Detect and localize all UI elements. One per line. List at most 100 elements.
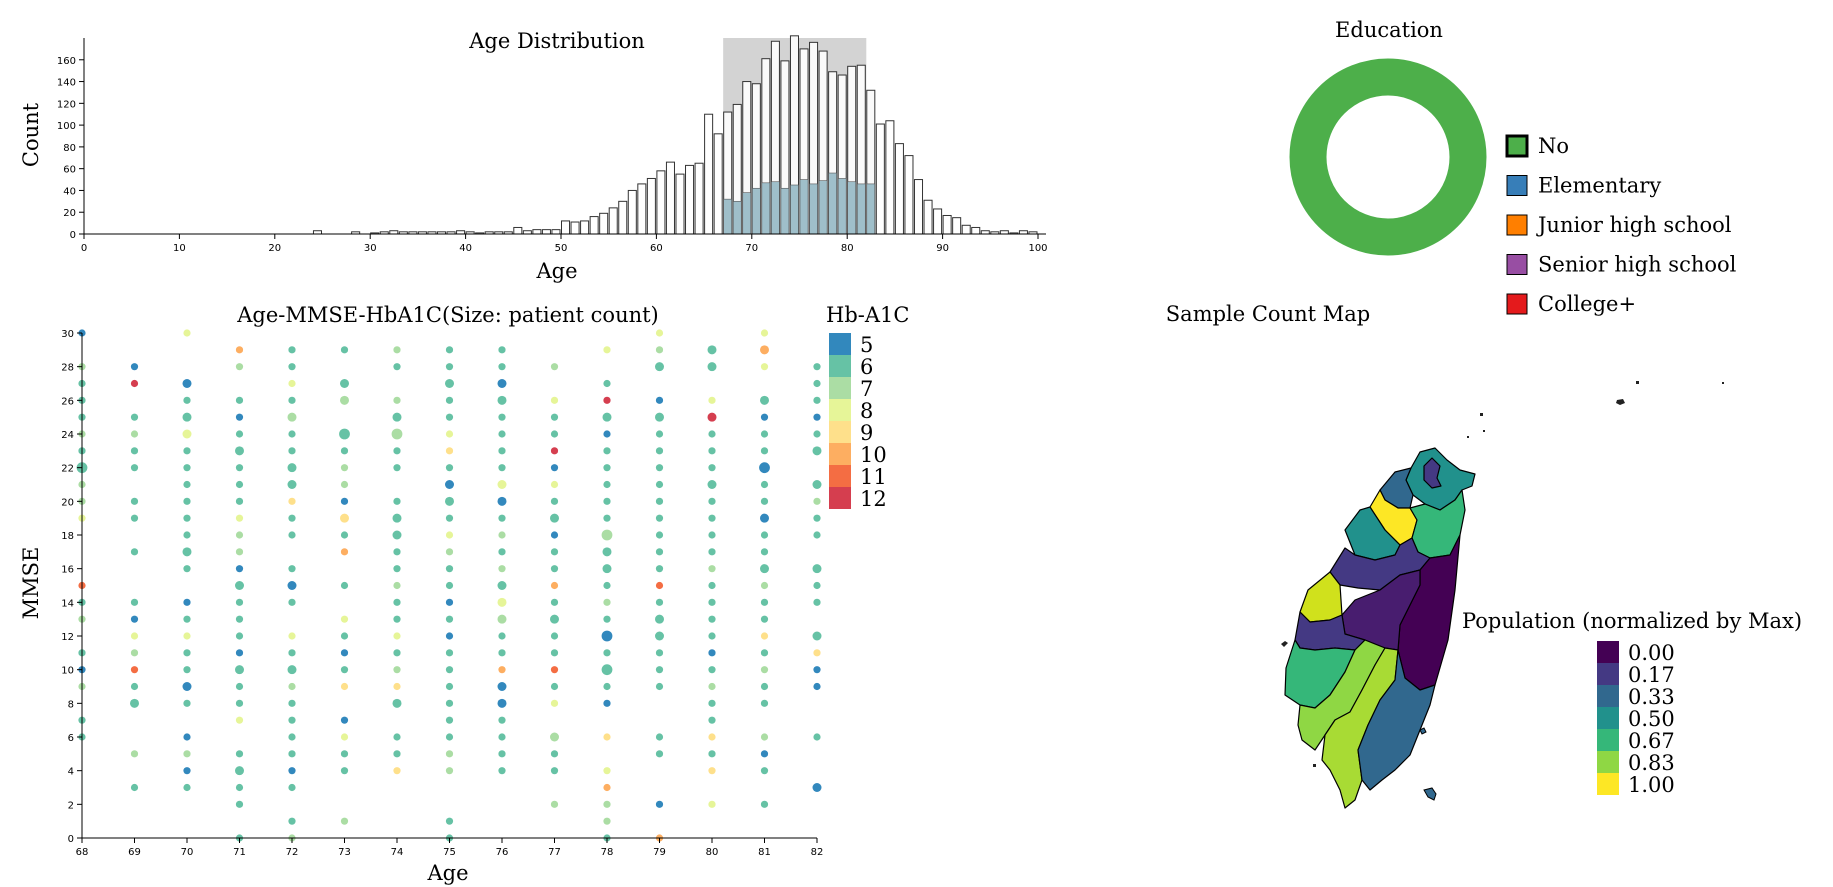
scatter-point[interactable] <box>235 716 244 724</box>
scatter-point[interactable] <box>287 412 297 422</box>
scatter-point[interactable] <box>602 547 612 557</box>
scatter-point[interactable] <box>760 395 769 405</box>
scatter-point[interactable] <box>183 632 191 640</box>
scatter-point[interactable] <box>445 514 454 522</box>
scatter-point[interactable] <box>183 649 191 657</box>
scatter-point[interactable] <box>498 514 506 522</box>
scatter-point[interactable] <box>340 379 349 388</box>
scatter-point[interactable] <box>603 447 611 455</box>
scatter-point[interactable] <box>498 733 506 741</box>
scatter-point[interactable] <box>603 699 611 707</box>
region-changhua[interactable] <box>1299 571 1343 623</box>
scatter-point[interactable] <box>288 817 296 825</box>
scatter-point[interactable] <box>393 666 401 674</box>
scatter-point[interactable] <box>760 548 769 556</box>
scatter-point[interactable] <box>235 480 244 489</box>
scatter-point[interactable] <box>340 767 349 775</box>
scatter-point[interactable] <box>235 363 244 371</box>
scatter-point[interactable] <box>603 817 611 825</box>
scatter-point[interactable] <box>760 767 769 775</box>
scatter-point[interactable] <box>708 750 716 758</box>
scatter-point[interactable] <box>708 682 716 691</box>
scatter-point[interactable] <box>760 480 769 489</box>
scatter-point[interactable] <box>392 530 402 540</box>
scatter-point[interactable] <box>708 396 716 404</box>
scatter-point[interactable] <box>183 783 191 792</box>
scatter-point[interactable] <box>813 733 821 741</box>
scatter-point[interactable] <box>708 430 716 438</box>
scatter-point[interactable] <box>655 565 664 573</box>
scatter-point[interactable] <box>498 430 506 438</box>
scatter-point[interactable] <box>288 632 296 640</box>
scatter-point[interactable] <box>550 666 559 674</box>
scatter-point[interactable] <box>288 379 296 388</box>
scatter-point[interactable] <box>550 767 559 775</box>
scatter-point[interactable] <box>655 649 664 657</box>
scatter-point[interactable] <box>235 665 244 675</box>
scatter-point[interactable] <box>340 817 349 825</box>
scatter-point[interactable] <box>445 733 454 741</box>
scatter-point[interactable] <box>603 598 611 606</box>
scatter-point[interactable] <box>445 548 454 556</box>
scatter-point[interactable] <box>445 699 454 707</box>
donut-slice-no[interactable] <box>1289 58 1487 256</box>
scatter-point[interactable] <box>603 379 611 388</box>
legend-item-elementary[interactable]: Elementary <box>1506 174 1661 198</box>
scatter-point[interactable] <box>288 565 296 573</box>
scatter-point[interactable] <box>760 513 769 523</box>
scatter-point[interactable] <box>183 480 191 489</box>
scatter-point[interactable] <box>235 598 244 606</box>
scatter-point[interactable] <box>183 750 191 758</box>
scatter-point[interactable] <box>445 598 454 606</box>
scatter-point[interactable] <box>392 513 402 523</box>
scatter-point[interactable] <box>393 649 401 657</box>
scatter-point[interactable] <box>182 412 192 422</box>
scatter-point[interactable] <box>603 783 611 792</box>
region-taitung-pingtung[interactable] <box>1357 649 1436 791</box>
scatter-point[interactable] <box>235 346 244 354</box>
scatter-point[interactable] <box>498 565 506 573</box>
scatter-point[interactable] <box>288 598 296 606</box>
scatter-point[interactable] <box>445 649 454 657</box>
scatter-point[interactable] <box>655 346 664 354</box>
scatter-point[interactable] <box>812 446 822 456</box>
scatter-point[interactable] <box>340 581 349 590</box>
scatter-point[interactable] <box>445 615 454 623</box>
scatter-point[interactable] <box>498 649 506 657</box>
scatter-point[interactable] <box>393 632 401 640</box>
scatter-point[interactable] <box>707 345 717 355</box>
scatter-point[interactable] <box>708 615 716 623</box>
scatter-point[interactable] <box>498 464 506 472</box>
scatter-point[interactable] <box>655 733 664 741</box>
scatter-point[interactable] <box>708 464 716 472</box>
scatter-point[interactable] <box>655 531 664 539</box>
scatter-point[interactable] <box>235 396 244 404</box>
scatter-point[interactable] <box>655 514 664 522</box>
scatter-point[interactable] <box>708 565 716 573</box>
scatter-point[interactable] <box>130 615 139 623</box>
scatter-point[interactable] <box>497 698 507 708</box>
scatter-point[interactable] <box>130 548 139 556</box>
scatter-point[interactable] <box>708 767 716 775</box>
scatter-point[interactable] <box>393 363 401 371</box>
scatter-point[interactable] <box>655 682 664 691</box>
scatter-point[interactable] <box>498 447 506 455</box>
scatter-point[interactable] <box>655 430 664 438</box>
scatter-point[interactable] <box>760 531 769 539</box>
scatter-point[interactable] <box>287 665 297 675</box>
scatter-point[interactable] <box>760 699 769 707</box>
scatter-point[interactable] <box>603 430 611 438</box>
scatter-point[interactable] <box>760 581 769 590</box>
scatter-point[interactable] <box>708 531 716 539</box>
legend-item-junior-high-school[interactable]: Junior high school <box>1506 213 1732 237</box>
scatter-point[interactable] <box>550 531 559 539</box>
scatter-point[interactable] <box>655 464 664 472</box>
scatter-point[interactable] <box>445 632 454 640</box>
scatter-point[interactable] <box>340 733 349 741</box>
scatter-point[interactable] <box>182 547 192 557</box>
scatter-point[interactable] <box>130 698 139 708</box>
scatter-point[interactable] <box>287 480 297 489</box>
scatter-point[interactable] <box>602 412 612 422</box>
scatter-point[interactable] <box>445 363 454 371</box>
scatter-point[interactable] <box>760 615 769 623</box>
